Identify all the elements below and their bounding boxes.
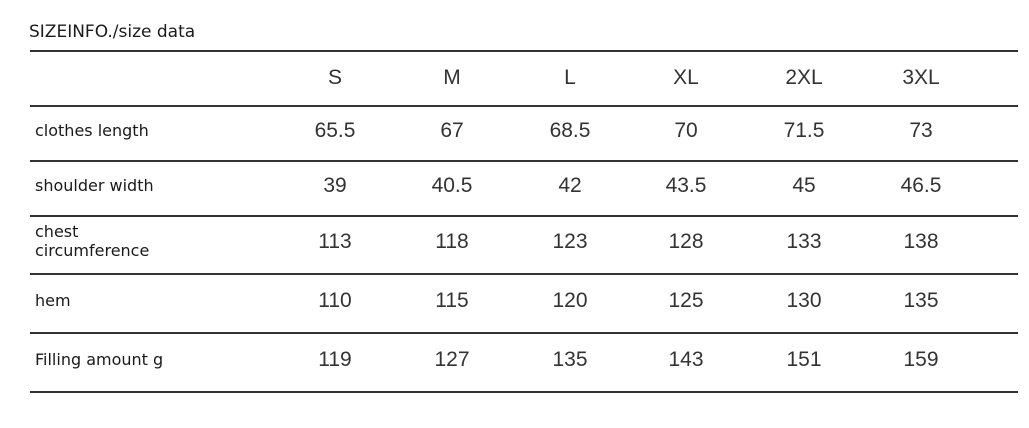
table-divider — [30, 105, 1018, 107]
cell-value: 123 — [552, 230, 588, 253]
row-label: chest circumference — [35, 222, 150, 260]
row-label: hem — [35, 290, 71, 310]
cell-value: 143 — [668, 347, 704, 371]
table-divider — [30, 160, 1018, 162]
cell-value: 42 — [558, 173, 582, 197]
cell-value: 115 — [435, 288, 469, 312]
cell-value: 68.5 — [549, 118, 591, 142]
cell-value: 70 — [674, 118, 698, 142]
row-label: Filling amount g — [35, 349, 164, 369]
table-title: SIZEINFO./size data — [29, 22, 196, 42]
cell-value: 113 — [318, 230, 352, 253]
cell-value: 67 — [440, 118, 464, 142]
cell-value: 125 — [668, 288, 704, 312]
cell-value: 65.5 — [314, 118, 356, 142]
cell-value: 71.5 — [783, 118, 825, 142]
cell-value: 46.5 — [900, 173, 942, 197]
cell-value: 135 — [552, 347, 588, 371]
table-divider — [30, 50, 1018, 52]
cell-value: 128 — [668, 230, 704, 253]
cell-value: 138 — [903, 230, 939, 253]
cell-value: 45 — [792, 173, 816, 197]
table-divider — [30, 215, 1018, 217]
size-header: S — [327, 66, 342, 89]
cell-value: 127 — [434, 347, 470, 371]
cell-value: 120 — [552, 288, 588, 312]
row-label: clothes length — [35, 120, 149, 140]
cell-value: 43.5 — [665, 173, 707, 197]
table-divider — [30, 391, 1018, 393]
cell-value: 135 — [903, 288, 939, 312]
cell-value: 130 — [786, 288, 822, 312]
row-label: shoulder width — [35, 175, 154, 195]
cell-value: 40.5 — [431, 173, 473, 197]
size-header: 3XL — [902, 66, 940, 89]
cell-value: 133 — [786, 230, 822, 253]
size-header: XL — [673, 66, 699, 89]
size-header: M — [443, 66, 461, 89]
cell-value: 39 — [323, 173, 347, 197]
cell-value: 119 — [318, 347, 352, 371]
cell-value: 151 — [786, 347, 822, 371]
size-header: 2XL — [785, 66, 823, 89]
cell-value: 110 — [318, 288, 352, 312]
cell-value: 118 — [435, 230, 469, 253]
cell-value: 73 — [909, 118, 933, 142]
table-divider — [30, 273, 1018, 275]
table-divider — [30, 332, 1018, 334]
size-header: L — [564, 66, 576, 89]
cell-value: 159 — [903, 347, 939, 371]
